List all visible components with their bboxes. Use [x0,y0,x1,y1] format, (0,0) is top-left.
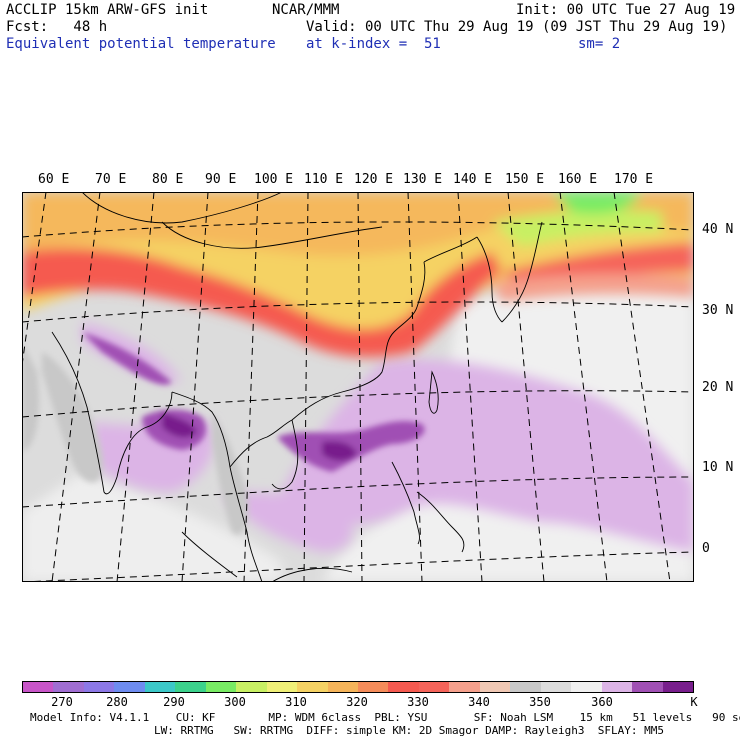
lat-label: 10 N [702,460,734,475]
lat-label: 20 N [702,380,734,395]
map-frame [22,192,694,582]
lon-label: 60 E [38,172,70,187]
colorbar-swatch [205,682,237,692]
colorbar-swatch [144,682,176,692]
colorbar-swatch [601,682,633,692]
colorbar-ticks: 270 280 290 300 310 320 330 340 350 360 … [22,695,698,709]
colorbar-tick-label: 320 [346,695,368,709]
colorbar-tick-label: 280 [106,695,128,709]
header-model-title: ACCLIP 15km ARW-GFS init [6,2,209,18]
lon-label: 80 E [152,172,184,187]
footer-physics-info: LW: RRTMG SW: RRTMG DIFF: simple KM: 2D … [154,724,664,737]
lon-label: 150 E [505,172,545,187]
lon-label: 110 E [304,172,344,187]
colorbar-swatch [53,682,84,692]
colorbar-swatch [540,682,572,692]
field-theta-e-high [82,322,694,552]
colorbar-tick-label: 270 [51,695,73,709]
colorbar-tick-label: 310 [285,695,307,709]
header-init-time: Init: 00 UTC Tue 27 Aug 19 [516,2,736,18]
colorbar-tick-label: 290 [163,695,185,709]
header-field-name: Equivalent potential temperature [6,36,276,52]
header-forecast-hour: Fcst: 48 h [6,19,108,35]
lon-label: 120 E [354,172,394,187]
theta-e-map [22,192,694,582]
header-valid-time: Valid: 00 UTC Thu 29 Aug 19 (09 JST Thu … [306,19,728,35]
field-theta-e-max [82,332,425,472]
colorbar-swatch [23,682,54,692]
colorbar-tick-label: 340 [468,695,490,709]
colorbar-tick-label: 360 [591,695,613,709]
colorbar-swatch [449,682,480,692]
colorbar-swatch [114,682,145,692]
colorbar-tick-label: 300 [224,695,246,709]
header-smoothing: sm= 2 [578,36,621,52]
graticule [22,192,694,582]
lon-label: 160 E [558,172,598,187]
colorbar-swatch [327,682,358,692]
colorbar-swatch [297,682,328,692]
colorbar-swatch [388,682,419,692]
lat-label: 0 [702,541,710,556]
field-midlatitude [22,192,694,358]
lon-label: 140 E [453,172,493,187]
colorbar-swatch [418,682,450,692]
footer-model-info: Model Info: V4.1.1 CU: KF MP: WDM 6class… [30,711,740,724]
colorbar-swatch [662,682,693,692]
lat-label: 30 N [702,303,734,318]
colorbar-tick-label: 330 [407,695,429,709]
colorbar-swatch [266,682,298,692]
header-org: NCAR/MMM [272,2,340,18]
lon-label: 100 E [254,172,294,187]
colorbar-unit: K [690,695,698,709]
lon-label: 90 E [205,172,237,187]
colorbar-swatch [510,682,541,692]
colorbar-swatch [175,682,206,692]
lon-label: 130 E [403,172,443,187]
colorbar [22,681,694,693]
colorbar-swatch [571,682,602,692]
header-level: at k-index = 51 [306,36,441,52]
colorbar-tick-label: 350 [529,695,551,709]
colorbar-swatch [83,682,115,692]
colorbar-swatch [632,682,663,692]
colorbar-swatch [236,682,267,692]
lon-label: 70 E [95,172,127,187]
lon-label: 170 E [614,172,654,187]
colorbar-swatch [479,682,511,692]
colorbar-swatch [357,682,389,692]
coastlines [51,192,543,582]
lat-label: 40 N [702,222,734,237]
